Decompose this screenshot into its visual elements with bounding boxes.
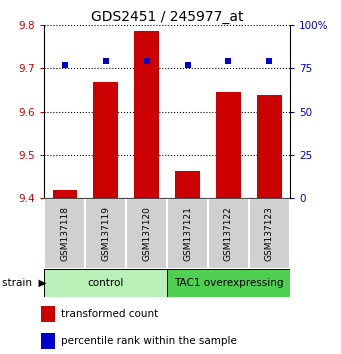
Text: GSM137118: GSM137118 xyxy=(60,206,69,261)
Text: percentile rank within the sample: percentile rank within the sample xyxy=(61,336,237,346)
Bar xyxy=(53,190,77,198)
Point xyxy=(267,58,272,64)
Bar xyxy=(257,96,282,198)
Bar xyxy=(167,269,290,297)
Text: GSM137123: GSM137123 xyxy=(265,206,274,261)
Point xyxy=(103,58,108,64)
Bar xyxy=(216,92,241,198)
Point xyxy=(226,58,231,64)
Text: GSM137119: GSM137119 xyxy=(101,206,110,261)
Bar xyxy=(134,31,159,198)
Point xyxy=(185,62,190,68)
Text: transformed count: transformed count xyxy=(61,309,159,319)
Text: TAC1 overexpressing: TAC1 overexpressing xyxy=(174,278,283,288)
Title: GDS2451 / 245977_at: GDS2451 / 245977_at xyxy=(91,10,243,24)
Text: GSM137121: GSM137121 xyxy=(183,206,192,261)
Bar xyxy=(126,198,167,269)
Bar xyxy=(208,198,249,269)
Bar xyxy=(249,198,290,269)
Text: GSM137122: GSM137122 xyxy=(224,206,233,261)
Point xyxy=(144,58,149,64)
Text: control: control xyxy=(88,278,124,288)
Bar xyxy=(85,198,126,269)
Bar xyxy=(44,269,167,297)
Bar xyxy=(93,82,118,198)
Bar xyxy=(44,198,85,269)
Bar xyxy=(41,306,55,322)
Point xyxy=(62,62,68,68)
Bar xyxy=(41,333,55,349)
Bar xyxy=(175,171,200,198)
Bar xyxy=(167,198,208,269)
Text: strain  ▶: strain ▶ xyxy=(2,278,46,288)
Text: GSM137120: GSM137120 xyxy=(142,206,151,261)
